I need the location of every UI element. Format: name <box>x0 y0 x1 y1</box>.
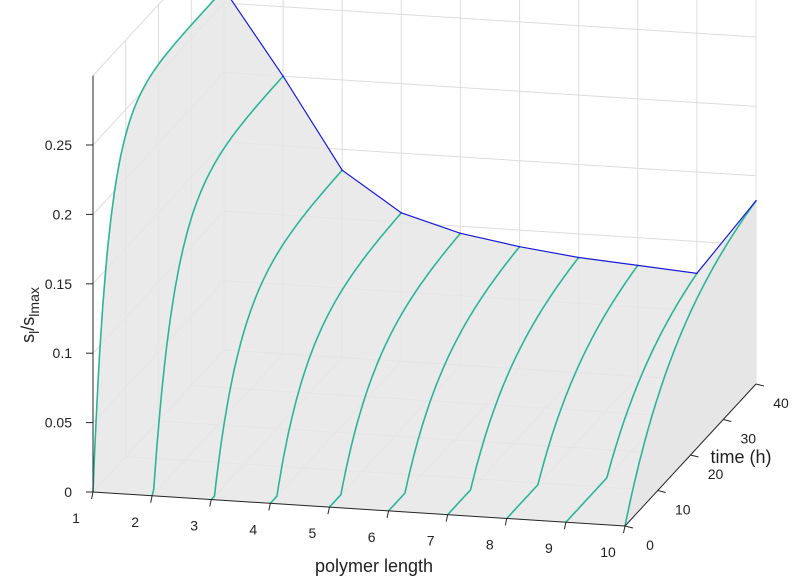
surface-strip <box>447 257 638 519</box>
x-tick-label: 6 <box>368 529 376 545</box>
surface-strip <box>506 265 697 523</box>
time-curve-length-6 <box>388 246 521 512</box>
final-profile-point-8 <box>637 264 639 267</box>
y-tick-mark <box>690 454 699 458</box>
x-tick-mark <box>268 503 271 511</box>
surface-strip <box>329 233 520 511</box>
final-profile-point-4 <box>400 212 403 214</box>
z-tick-label: 0.05 <box>45 415 72 431</box>
x-tick-label: 7 <box>427 533 435 549</box>
x-tick-mark <box>445 514 449 522</box>
x-axis-label: polymer length <box>315 556 433 576</box>
y-tick-mark <box>755 383 765 387</box>
y-tick-mark <box>723 419 732 422</box>
surface-strip <box>211 170 402 504</box>
tick-labels: 1 2 3 4 5 6 7 8 9 10 0 10 20 30 40 0 0.05 0.1 0.15 0.2 0.25 <box>45 137 789 560</box>
x-tick-label: 3 <box>190 518 198 534</box>
surface-strip <box>270 212 461 508</box>
y-axis-label: time (h) <box>710 447 771 467</box>
y-tick-label: 0 <box>646 537 654 553</box>
x-tick-mark <box>623 525 626 534</box>
surface-strip <box>93 0 284 496</box>
final-profile-line <box>230 0 757 275</box>
y-tick-label: 10 <box>675 502 691 518</box>
x-tick-mark <box>91 491 94 500</box>
y-tick-label: 20 <box>708 466 724 482</box>
z-axis-label-main: s <box>18 334 38 343</box>
time-evolution-curves <box>92 0 757 527</box>
z-tick-label: 0.15 <box>45 276 72 292</box>
final-profile-point-3 <box>341 169 344 171</box>
z-tick-label: 0.1 <box>53 345 73 361</box>
z-axis-label-mid: /s <box>18 317 38 331</box>
x-tick-mark <box>150 495 153 503</box>
x-tick-mark <box>563 522 567 530</box>
time-curve-length-10 <box>624 200 757 527</box>
final-profile-point-9 <box>696 272 698 275</box>
y-tick-mark <box>657 490 666 493</box>
x-tick-label: 4 <box>249 521 257 537</box>
axes <box>86 75 765 534</box>
x-tick-label: 9 <box>545 540 553 556</box>
time-curve-length-3 <box>210 169 343 501</box>
surface-strip <box>565 200 756 527</box>
final-profile-point-10 <box>755 200 757 202</box>
y-tick-label: 30 <box>741 431 757 447</box>
surface <box>93 0 756 527</box>
z-tick-label: 0 <box>64 484 72 500</box>
z-tick-label: 0.25 <box>45 137 72 153</box>
y-tick-label: 40 <box>773 395 789 411</box>
x-tick-mark <box>327 507 330 515</box>
z-axis-label-sub2: lmax <box>26 287 42 317</box>
x-tick-label: 2 <box>131 514 139 530</box>
surface-strip <box>388 246 579 515</box>
grid-line <box>92 0 164 76</box>
time-curve-length-9 <box>565 272 698 523</box>
time-curve-length-8 <box>506 264 639 519</box>
surface-strip <box>152 76 343 500</box>
z-axis-label-sub1: l <box>26 331 42 334</box>
time-curve-length-2 <box>151 75 284 496</box>
x-axis-line <box>92 491 626 527</box>
final-profile-line <box>230 0 757 274</box>
x-tick-mark <box>504 518 508 526</box>
x-tick-label: 8 <box>486 536 494 552</box>
final-profile-point-6 <box>518 245 521 248</box>
time-curve-length-5 <box>328 232 462 508</box>
surface-end-wall <box>625 200 756 527</box>
z-tick-label: 0.2 <box>53 206 73 222</box>
y-tick-mark <box>624 525 634 529</box>
final-profile-point-2 <box>282 75 284 77</box>
final-profile-point-7 <box>577 256 580 259</box>
time-curve-length-7 <box>447 256 580 516</box>
final-profile-point-5 <box>459 232 462 235</box>
z-axis-label: sl/slmax <box>18 287 42 343</box>
x-tick-label: 1 <box>72 510 80 526</box>
time-curve-length-4 <box>269 212 402 504</box>
x-tick-label: 10 <box>600 544 616 560</box>
x-tick-mark <box>386 510 390 518</box>
time-curve-length-1 <box>92 0 216 493</box>
x-tick-mark <box>209 499 212 507</box>
x-tick-label: 5 <box>309 525 317 541</box>
